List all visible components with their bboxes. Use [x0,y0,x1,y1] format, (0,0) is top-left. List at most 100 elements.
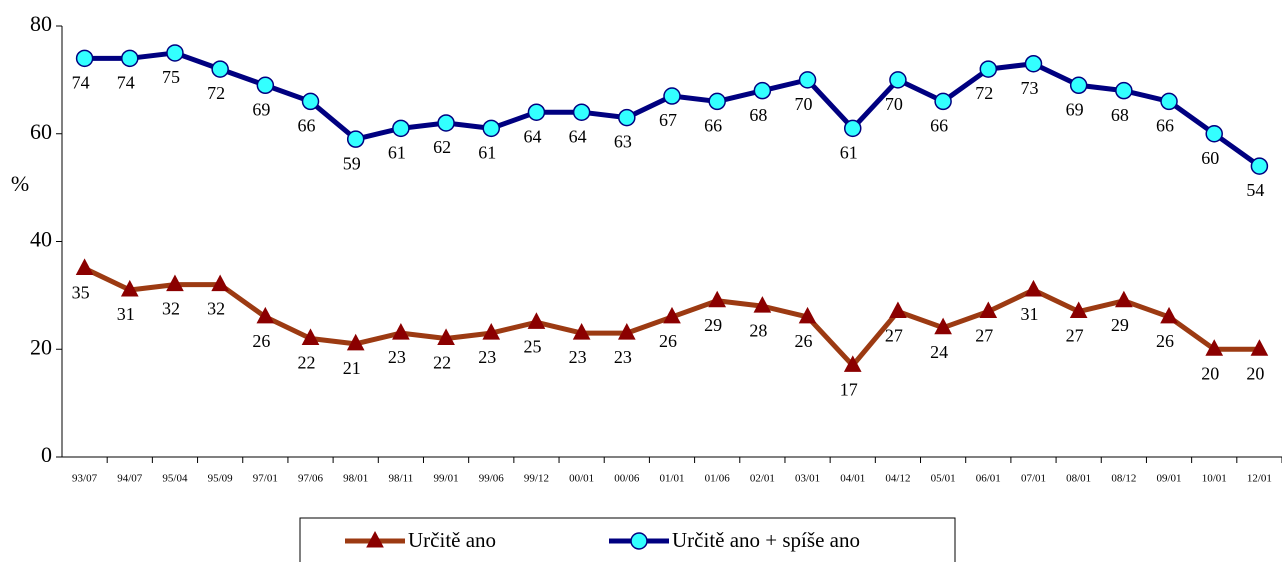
x-tick-label: 00/06 [614,473,640,485]
data-label: 25 [523,336,541,356]
x-tick-label: 12/01 [1247,473,1272,485]
triangle-marker [482,323,501,340]
circle-marker [527,103,546,121]
triangle-marker [346,333,365,351]
data-label: 66 [298,116,316,136]
triangle-marker [120,279,139,297]
legend-label: Určitě ano [408,528,496,552]
data-label: 26 [659,331,677,351]
triangle-marker [437,328,455,345]
circle-marker [301,92,320,111]
data-label: 69 [1066,99,1084,119]
circle-marker [482,119,501,138]
circle-marker [211,60,229,78]
circle-marker [1250,157,1269,175]
x-tick-label: 97/06 [298,473,324,485]
circle-marker [75,49,94,68]
circle-marker [392,119,410,138]
x-tick-label: 02/01 [750,473,775,485]
y-tick-label: 80 [30,11,52,36]
x-tick-label: 07/01 [1021,473,1046,485]
x-tick-label: 09/01 [1157,473,1182,485]
data-label: 60 [1201,148,1219,168]
data-label: 61 [478,142,496,162]
data-label: 64 [523,126,541,146]
x-tick-label: 01/01 [659,473,684,485]
data-label: 35 [72,283,90,303]
x-tick-label: 98/11 [389,473,414,485]
x-tick-label: 08/01 [1066,473,1091,485]
circle-marker [618,108,636,127]
data-label: 27 [1066,326,1084,346]
x-tick-label: 99/01 [434,473,459,485]
triangle-marker [166,274,184,292]
triangle-marker [1115,290,1133,308]
data-label: 27 [975,326,993,346]
circle-marker [708,92,726,111]
x-tick-label: 95/09 [208,473,234,485]
data-label: 29 [1111,315,1129,335]
x-tick-label: 93/07 [72,473,98,485]
x-tick-label: 99/12 [524,473,549,485]
data-label: 17 [840,380,858,400]
circle-marker [1205,125,1223,143]
triangle-marker [572,323,591,340]
y-axis-label: % [11,171,29,196]
x-tick-label: 94/07 [117,473,143,485]
triangle-marker [1024,279,1043,297]
x-tick-label: 08/12 [1111,473,1136,485]
data-label: 22 [298,353,316,373]
triangle-marker [301,328,320,345]
data-label: 29 [704,315,722,335]
triangle-marker [392,323,410,340]
circle-marker [1069,76,1088,95]
data-label: 67 [659,110,677,130]
data-label: 32 [162,299,180,319]
data-label: 72 [207,83,225,103]
triangle-marker [1069,301,1088,319]
x-tick-label: 95/04 [162,473,188,485]
data-label: 59 [343,153,361,173]
data-label: 54 [1246,180,1264,200]
triangle-marker [663,306,681,324]
data-label: 31 [1020,304,1038,324]
triangle-marker [934,317,952,335]
circle-marker [798,71,817,89]
data-label: 69 [252,99,270,119]
data-label: 74 [72,72,90,92]
data-label: 23 [569,347,587,367]
data-label: 61 [388,142,406,162]
data-label: 20 [1246,363,1264,383]
x-tick-label: 01/06 [705,473,731,485]
y-tick-label: 40 [30,227,52,252]
data-label: 23 [478,347,496,367]
circle-marker [843,119,862,138]
x-tick-label: 05/01 [931,473,956,485]
data-label: 68 [749,105,767,125]
data-label: 63 [614,132,632,152]
y-tick-label: 60 [30,119,52,144]
data-label: 62 [433,137,451,157]
data-label: 73 [1020,78,1038,98]
circle-marker [630,532,648,550]
data-label: 24 [930,342,948,362]
triangle-marker [527,312,546,329]
circle-marker [256,76,275,95]
triangle-marker [843,355,862,372]
data-label: 70 [885,94,903,114]
data-label: 74 [117,72,135,92]
circle-marker [121,49,139,68]
x-tick-label: 99/06 [479,473,505,485]
x-tick-label: 06/01 [976,473,1001,485]
circle-marker [889,71,907,89]
triangle-marker [1160,306,1178,324]
triangle-marker [753,296,772,313]
triangle-marker [708,290,727,308]
data-label: 23 [614,347,632,367]
triangle-marker [366,530,384,548]
circle-marker [572,103,591,121]
triangle-marker [256,306,275,324]
triangle-marker [211,274,229,292]
x-tick-label: 04/12 [885,473,910,485]
x-tick-label: 97/01 [253,473,278,485]
